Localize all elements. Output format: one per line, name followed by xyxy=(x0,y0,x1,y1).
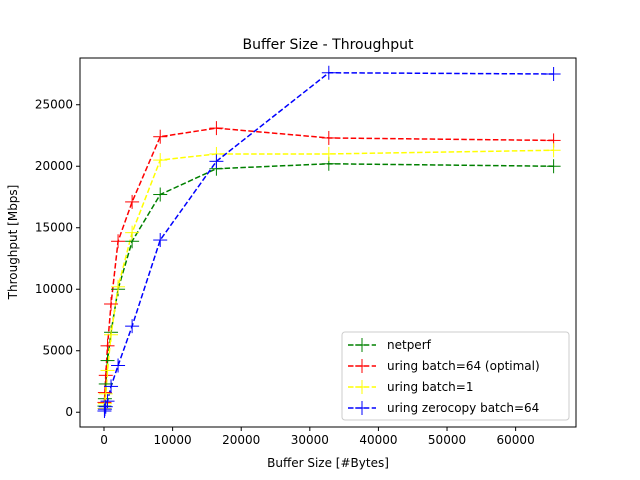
data-point xyxy=(98,386,113,401)
legend-entry: uring batch=1 xyxy=(348,380,473,394)
data-point xyxy=(321,130,336,145)
data-point xyxy=(153,129,168,144)
y-tick-label: 20000 xyxy=(35,159,73,173)
data-point xyxy=(546,159,561,174)
y-tick-label: 25000 xyxy=(35,98,73,112)
x-tick-label: 10000 xyxy=(154,433,192,447)
y-tick-label: 5000 xyxy=(42,344,73,358)
data-point xyxy=(125,194,140,209)
data-point xyxy=(111,279,126,294)
x-tick-label: 30000 xyxy=(291,433,329,447)
data-point xyxy=(97,402,112,417)
data-point xyxy=(153,187,168,202)
data-point xyxy=(209,121,224,136)
x-tick-label: 50000 xyxy=(428,433,466,447)
data-point xyxy=(153,233,168,248)
y-tick-label: 10000 xyxy=(35,282,73,296)
x-tick-label: 20000 xyxy=(222,433,260,447)
y-tick-label: 15000 xyxy=(35,221,73,235)
legend-label: uring batch=1 xyxy=(387,380,473,394)
x-tick-label: 40000 xyxy=(359,433,397,447)
data-point xyxy=(100,338,115,353)
data-point xyxy=(104,327,119,342)
data-point xyxy=(546,143,561,158)
data-point xyxy=(321,146,336,161)
legend-entry: uring zerocopy batch=64 xyxy=(348,401,539,415)
data-point xyxy=(100,363,115,378)
legend-entry: uring batch=64 (optimal) xyxy=(348,359,540,373)
data-point xyxy=(321,65,336,80)
data-point xyxy=(104,297,119,311)
data-point xyxy=(125,319,140,334)
data-point xyxy=(104,379,119,394)
data-point xyxy=(111,234,126,249)
plot-frame xyxy=(79,57,577,428)
x-tick-label: 0 xyxy=(100,433,108,447)
data-point xyxy=(98,399,113,414)
x-tick-label: 60000 xyxy=(497,433,535,447)
legend: netperf uring batch=64 (optimal) uring bat… xyxy=(341,331,570,421)
y-tick-label: 0 xyxy=(65,405,73,419)
x-axis: 0 10000 20000 30000 40000 50000 60000 xyxy=(100,427,535,447)
plot-markers xyxy=(97,65,561,419)
legend-label: uring batch=64 (optimal) xyxy=(387,359,540,373)
legend-entry: netperf xyxy=(348,338,432,352)
chart-title: Buffer Size - Throughput xyxy=(243,37,414,53)
data-point xyxy=(125,225,140,240)
legend-label: netperf xyxy=(387,338,432,352)
y-axis: 0 5000 10000 15000 20000 25000 xyxy=(35,98,80,419)
legend-box xyxy=(341,331,570,421)
data-point xyxy=(100,394,115,409)
data-point xyxy=(209,154,224,169)
y-axis-label: Throughput [Mbps] xyxy=(6,185,20,301)
data-point xyxy=(153,153,168,168)
legend-label: uring zerocopy batch=64 xyxy=(387,401,539,415)
x-axis-label: Buffer Size [#Bytes] xyxy=(267,456,389,470)
data-point xyxy=(111,358,126,373)
data-point xyxy=(546,66,561,81)
